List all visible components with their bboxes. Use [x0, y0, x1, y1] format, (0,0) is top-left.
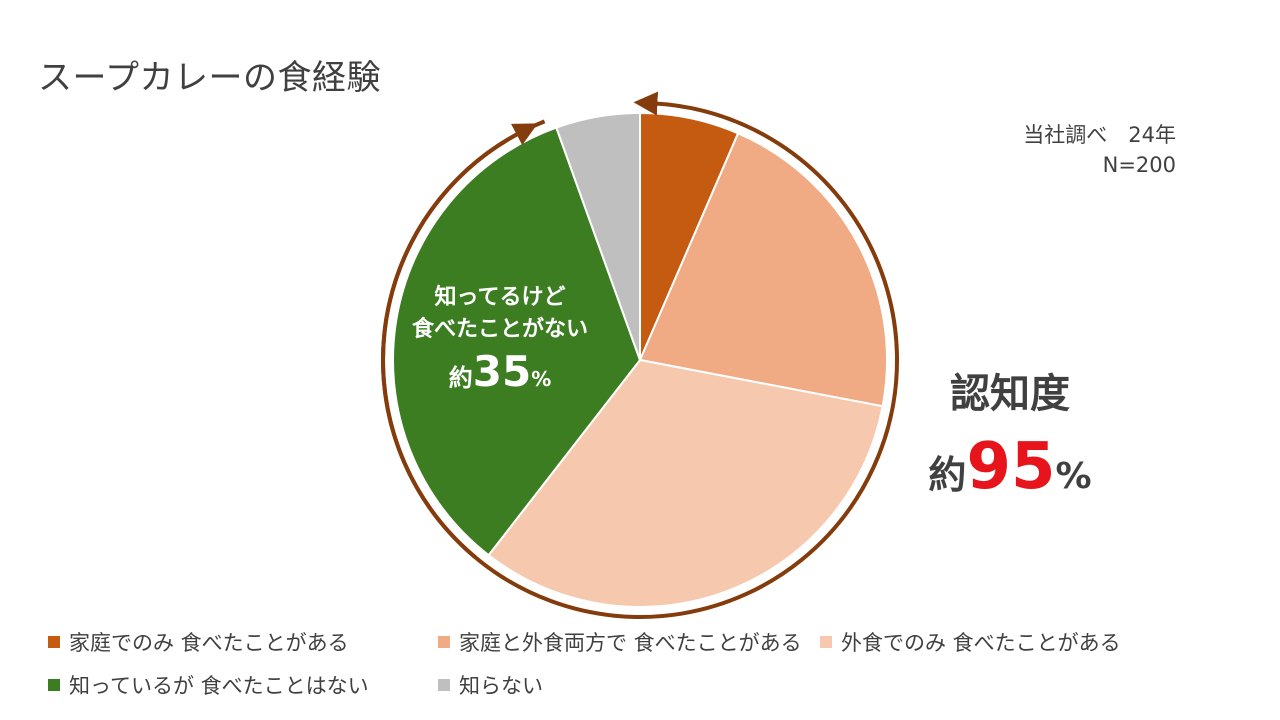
awareness-percent: 約95% — [900, 430, 1120, 514]
unexperienced-annotation-percent: 約35% — [390, 351, 610, 395]
awareness-annotation: 認知度 約95% — [900, 362, 1120, 514]
unexperienced-arrow — [380, 123, 538, 559]
unexperienced-unit: % — [531, 367, 552, 391]
awareness-number: 95 — [966, 430, 1056, 504]
chart-title: スープカレーの食経験 — [38, 58, 381, 98]
pie-slice-1 — [638, 131, 888, 408]
unexperienced-annotation-line2: 食べたことがない — [411, 317, 588, 342]
unexperienced-annotation-line1: 知ってるけど — [434, 285, 566, 310]
source-survey: 当社調べ 24年 — [1023, 123, 1176, 147]
pie-slice-2 — [487, 358, 884, 608]
source-note: 当社調べ 24年 N=200 — [1023, 120, 1176, 180]
awareness-unit: % — [1055, 456, 1092, 497]
bracket-arrows — [380, 91, 899, 619]
unexperienced-number: 35 — [472, 347, 532, 396]
awareness-label: 認知度 — [950, 371, 1070, 417]
source-sample-size: N=200 — [1102, 153, 1176, 177]
unexperienced-annotation: 知ってるけど 食べたことがない 約35% — [390, 282, 610, 395]
pie-slices — [392, 111, 888, 608]
unexperienced-prefix: 約 — [448, 364, 473, 392]
awareness-prefix: 約 — [928, 453, 967, 497]
pie-slice-3 — [392, 126, 642, 557]
